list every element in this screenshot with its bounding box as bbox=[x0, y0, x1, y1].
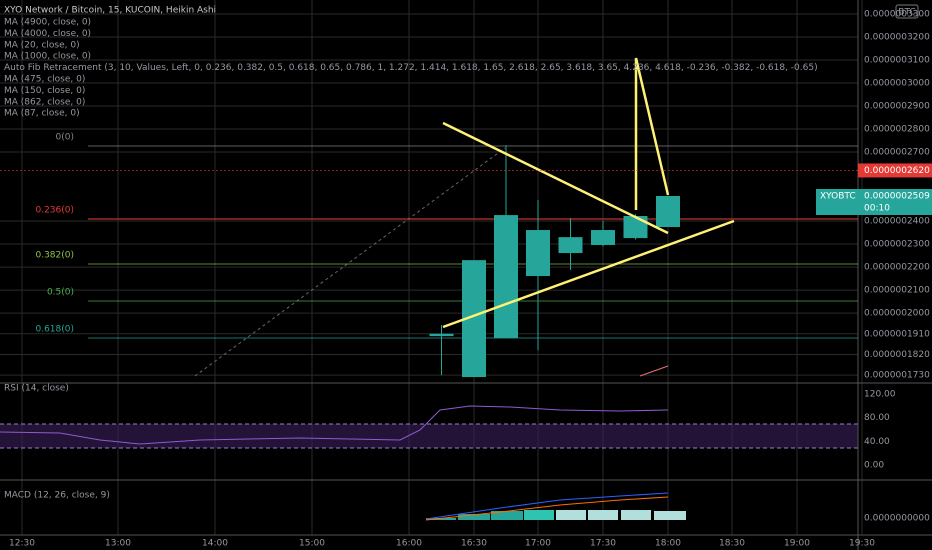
y-tick-label: 0.0000003100 bbox=[864, 56, 930, 66]
y-tick-label: 0.0000003300 bbox=[864, 10, 930, 20]
y-tick-label: 0.0000001910 bbox=[864, 329, 930, 339]
y-tick-label: 0.0000003000 bbox=[864, 79, 930, 89]
candle-body bbox=[656, 195, 680, 228]
macd-line bbox=[425, 492, 669, 520]
candle-body bbox=[494, 215, 518, 339]
currency: BTC bbox=[898, 8, 915, 18]
candles bbox=[429, 145, 680, 378]
candle-body bbox=[558, 237, 583, 254]
x-tick-label: 13:00 bbox=[105, 539, 131, 549]
indicator-label: Auto Fib Retracement (3, 10, Values, Lef… bbox=[4, 63, 818, 73]
indicator-label: MA (87, close, 0) bbox=[4, 109, 80, 119]
rsi-tick-label: 0.00 bbox=[864, 461, 884, 471]
fib-label: 0(0) bbox=[56, 133, 74, 143]
signal-line bbox=[425, 496, 669, 521]
rsi-band bbox=[0, 424, 858, 448]
rsi-tick-label: 40.00 bbox=[864, 437, 890, 447]
title: XYO Network / Bitcoin, 15, KUCOIN, Heiki… bbox=[4, 6, 216, 16]
x-tick-label: 19:00 bbox=[784, 539, 810, 549]
rsi-tick-label: 80.00 bbox=[864, 413, 890, 423]
y-tick-label: 0.0000002700 bbox=[864, 148, 930, 158]
x-tick-label: 14:00 bbox=[202, 539, 228, 549]
indicator-label: MA (862, close, 0) bbox=[4, 97, 85, 107]
macd-label: MACD (12, 26, close, 9) bbox=[4, 491, 110, 501]
last-price-name: XYOBTC bbox=[820, 191, 856, 201]
marker-price: 0.0000002620 bbox=[864, 166, 930, 176]
indicator-label: MA (20, close, 0) bbox=[4, 40, 80, 50]
y-tick-label: 0.0000002300 bbox=[864, 240, 930, 250]
x-tick-label: 15:00 bbox=[299, 539, 325, 549]
rsi-tick-label: 120.00 bbox=[864, 390, 896, 400]
indicator-label: MA (4000, close, 0) bbox=[4, 29, 91, 39]
rsi-label: RSI (14, close) bbox=[4, 384, 69, 394]
indicator-label: MA (150, close, 0) bbox=[4, 86, 85, 96]
marker-price-box bbox=[858, 163, 932, 178]
fib-label: 0.382(0) bbox=[35, 251, 74, 261]
fib-label: 0.236(0) bbox=[35, 206, 74, 216]
currency-badge bbox=[895, 4, 919, 19]
x-tick-label: 12:30 bbox=[9, 539, 35, 549]
macd-tick-label: 0.0000000000 bbox=[864, 514, 930, 524]
candle-body bbox=[526, 230, 550, 277]
y-tick-label: 0.0000002800 bbox=[864, 125, 930, 135]
macd-histogram bbox=[426, 510, 686, 520]
y-tick-label: 0.0000002900 bbox=[864, 102, 930, 112]
y-tick-label: 0.0000002100 bbox=[864, 286, 930, 296]
y-tick-label: 0.0000001730 bbox=[864, 371, 930, 381]
candle-body bbox=[591, 230, 615, 245]
rsi-line bbox=[0, 405, 669, 445]
x-tick-label: 16:00 bbox=[396, 539, 422, 549]
drawings bbox=[442, 57, 735, 329]
y-tick-label: 0.0000002400 bbox=[864, 217, 930, 227]
candle-body bbox=[623, 215, 648, 239]
x-tick-label: 19:30 bbox=[849, 539, 875, 549]
y-tick-label: 0.0000002000 bbox=[864, 309, 930, 319]
candle-body bbox=[429, 333, 454, 337]
x-tick-label: 18:00 bbox=[655, 539, 681, 549]
x-tick-label: 18:30 bbox=[719, 539, 745, 549]
x-tick-label: 17:30 bbox=[590, 539, 616, 549]
indicator-label: MA (1000, close, 0) bbox=[4, 52, 91, 62]
y-tick-label: 0.0000001820 bbox=[864, 350, 930, 360]
indicator-label: MA (475, close, 0) bbox=[4, 75, 85, 85]
last-price: 0.0000002509 bbox=[864, 191, 930, 201]
x-tick-label: 17:00 bbox=[525, 539, 551, 549]
last-price-box bbox=[816, 188, 932, 215]
countdown: 00:10 bbox=[864, 203, 890, 213]
y-tick-label: 0.0000003200 bbox=[864, 33, 930, 43]
y-tick-label: 0.0000002200 bbox=[864, 263, 930, 273]
fib-trend bbox=[194, 147, 506, 377]
labels: 0.0000003300 0.0000003200 0.0000003100 0.00… bbox=[4, 10, 930, 549]
indicator-label: MA (4900, close, 0) bbox=[4, 18, 91, 28]
fib-label: 0.618(0) bbox=[35, 325, 74, 335]
fib-label: 0.5(0) bbox=[47, 288, 74, 298]
ma-segment bbox=[639, 365, 669, 377]
x-tick-label: 16:30 bbox=[461, 539, 487, 549]
